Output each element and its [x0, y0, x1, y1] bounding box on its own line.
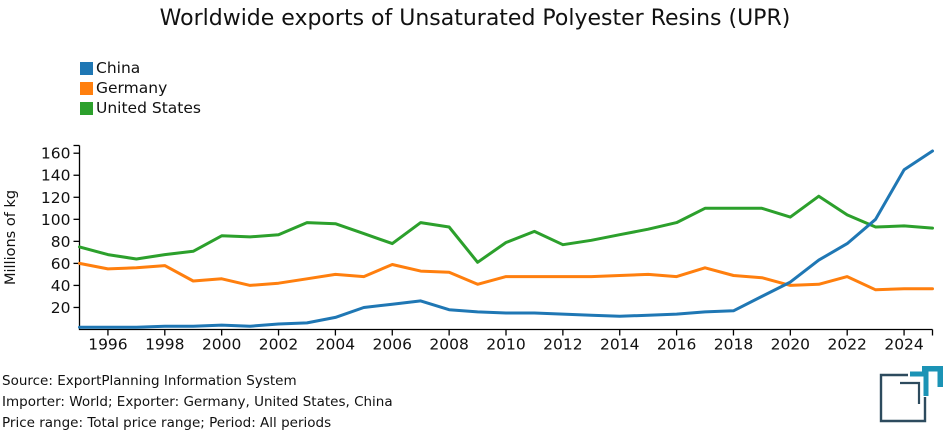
page-title: Worldwide exports of Unsaturated Polyest… — [159, 6, 791, 31]
y-tick-label: 20 — [51, 299, 71, 317]
x-tick-label: 1998 — [145, 336, 184, 354]
y-tick-label: 140 — [41, 167, 71, 185]
footer-price-period: Price range: Total price range; Period: … — [2, 415, 332, 431]
x-tick-label: 2020 — [771, 336, 810, 354]
exportplanning-logo — [879, 366, 943, 423]
x-tick-label: 2012 — [543, 336, 582, 354]
footer-notes: Source: ExportPlanning Information Syste… — [2, 371, 393, 434]
footer-importer-exporter: Importer: World; Exporter: Germany, Unit… — [2, 394, 393, 410]
y-tick-label: 160 — [41, 145, 71, 163]
legend-label-germany: Germany — [96, 79, 168, 97]
legend-item-germany: Germany — [80, 78, 201, 98]
x-tick-label: 2004 — [316, 336, 355, 354]
x-tick-label: 2006 — [373, 336, 412, 354]
x-tick-label: 2024 — [884, 336, 923, 354]
series-germany — [78, 261, 934, 292]
logo-bracket — [900, 381, 921, 404]
legend-label-china: China — [96, 59, 141, 77]
legend: China Germany United States — [80, 58, 201, 118]
footer-source: Source: ExportPlanning Information Syste… — [2, 373, 297, 389]
y-tick-label: 100 — [41, 211, 71, 229]
axes — [73, 144, 934, 336]
x-tick-label: 2014 — [600, 336, 639, 354]
legend-label-united-states: United States — [96, 99, 201, 117]
x-tick-label: 1996 — [88, 336, 127, 354]
tick-labels: 20 40 60 80 100 120 140 160 1996 1998 2000 2002 2004… — [3, 145, 924, 354]
legend-swatch-china — [80, 61, 93, 75]
x-tick-label: 2022 — [827, 336, 866, 354]
x-tick-label: 2008 — [429, 336, 468, 354]
logo-square — [879, 373, 927, 423]
x-tick-label: 2002 — [259, 336, 298, 354]
y-axis-label: Millions of kg — [3, 190, 19, 285]
legend-item-united-states: United States — [80, 98, 201, 118]
y-tick-label: 60 — [51, 255, 71, 273]
y-tick-label: 80 — [51, 233, 71, 251]
legend-item-china: China — [80, 58, 201, 78]
legend-swatch-germany — [80, 81, 93, 95]
x-tick-label: 2010 — [486, 336, 525, 354]
legend-swatch-united-states — [80, 101, 93, 115]
x-tick-label: 2000 — [202, 336, 241, 354]
series-united-states — [78, 194, 934, 264]
logo-arrow-large-icon — [922, 366, 943, 387]
y-tick-label: 40 — [51, 277, 71, 295]
x-tick-label: 2018 — [714, 336, 753, 354]
x-tick-label: 2016 — [657, 336, 696, 354]
logo-arrow-small-icon — [910, 371, 929, 396]
series-china — [78, 149, 934, 329]
y-tick-label: 120 — [41, 189, 71, 207]
